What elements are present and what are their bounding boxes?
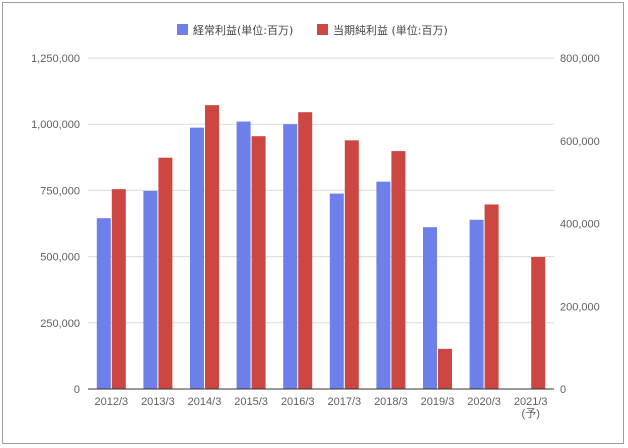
bar-ordinary-profit-1 bbox=[143, 190, 158, 389]
bar-ordinary-profit-3 bbox=[236, 121, 251, 389]
legend-label: 当期純利益 (単位:百万) bbox=[333, 23, 448, 37]
bar-ordinary-profit-8 bbox=[469, 219, 484, 389]
x-axis-tick-label: 2020/3 bbox=[467, 396, 501, 408]
bar-ordinary-profit-4 bbox=[283, 124, 298, 389]
bar-net-income-5 bbox=[344, 140, 359, 389]
right-axis-tick-label: 0 bbox=[560, 384, 566, 396]
left-axis-tick-label: 500,000 bbox=[40, 252, 80, 264]
x-axis-tick-label: 2013/3 bbox=[141, 396, 175, 408]
legend-swatch bbox=[317, 24, 328, 35]
bar-ordinary-profit-5 bbox=[329, 193, 344, 389]
bar-net-income-7 bbox=[438, 348, 452, 389]
x-axis-tick-label: (予) bbox=[522, 407, 540, 420]
x-axis-tick-label: 2016/3 bbox=[281, 396, 315, 408]
x-axis-tick-label: 2014/3 bbox=[188, 396, 222, 408]
legend-swatch bbox=[177, 24, 188, 35]
x-axis-tick-label: 2017/3 bbox=[327, 396, 361, 408]
x-axis-tick-label: 2018/3 bbox=[374, 396, 408, 408]
left-axis-tick-label: 1,250,000 bbox=[31, 53, 80, 65]
bar-ordinary-profit-2 bbox=[190, 127, 204, 390]
right-axis-tick-label: 400,000 bbox=[560, 219, 600, 231]
bar-net-income-8 bbox=[484, 204, 499, 389]
x-axis-tick-label: 2015/3 bbox=[234, 396, 268, 408]
left-axis-tick-label: 0 bbox=[74, 384, 80, 396]
bar-net-income-6 bbox=[391, 151, 406, 389]
axes: 0 250,000 500,000 750,000 1,000,000 1,250,000… bbox=[31, 53, 600, 420]
bar-net-income-4 bbox=[298, 112, 313, 390]
bar-net-income-3 bbox=[251, 136, 266, 389]
left-axis-tick-label: 750,000 bbox=[40, 185, 80, 197]
bar-net-income-9 bbox=[531, 257, 546, 389]
bar-ordinary-profit-0 bbox=[96, 218, 111, 389]
x-axis-tick-label: 2012/3 bbox=[94, 396, 128, 408]
bar-ordinary-profit-7 bbox=[423, 227, 437, 389]
left-axis-tick-label: 1,000,000 bbox=[31, 119, 80, 131]
legend-label: 経常利益(単位:百万) bbox=[193, 23, 293, 37]
bar-net-income-1 bbox=[158, 157, 173, 389]
legend: 経常利益(単位:百万) 当期純利益 (単位:百万) bbox=[177, 23, 448, 37]
right-axis-tick-label: 600,000 bbox=[560, 136, 600, 148]
right-axis-tick-label: 200,000 bbox=[560, 301, 600, 313]
bar-net-income-2 bbox=[205, 105, 219, 389]
left-axis-tick-label: 250,000 bbox=[40, 318, 80, 330]
bar-ordinary-profit-6 bbox=[376, 181, 391, 389]
gridlines bbox=[88, 57, 554, 324]
bars bbox=[96, 105, 546, 390]
x-axis-tick-label: 2021/3 bbox=[514, 396, 548, 408]
x-axis-tick-label: 2019/3 bbox=[421, 396, 455, 408]
bar-net-income-0 bbox=[111, 189, 126, 389]
right-axis-tick-label: 800,000 bbox=[560, 53, 600, 65]
